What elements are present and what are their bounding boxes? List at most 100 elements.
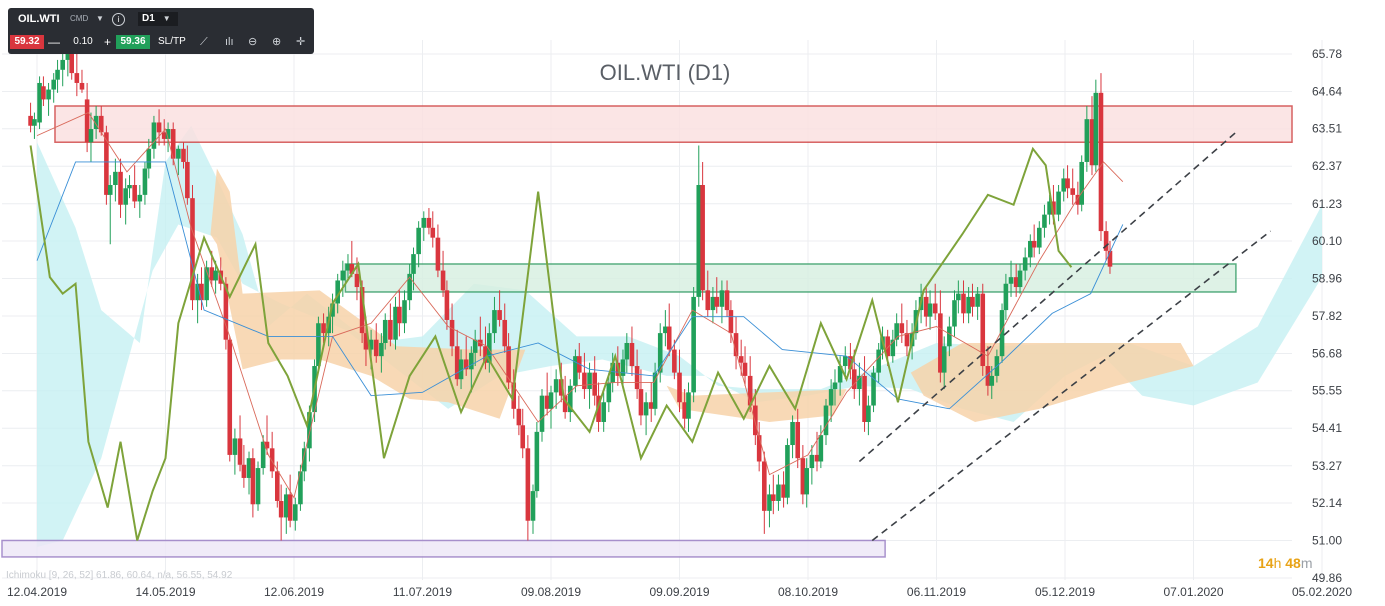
crosshair-icon[interactable]: ✛ [296,36,306,48]
candle-body [866,405,871,422]
candle-countdown: 14h 48m [1258,555,1313,571]
ichimoku-cloud [37,125,1322,548]
candle-body [530,491,536,521]
tenkan-line [36,112,1124,499]
candle-body [41,86,46,100]
candle-body [1013,277,1019,288]
candle-body [781,484,786,498]
candle-body [1084,119,1090,162]
y-tick-label: 65.78 [1312,47,1342,61]
candle-body [837,366,843,383]
candle-body [411,254,416,274]
candle-body [363,333,369,350]
zoom-in-icon[interactable]: ⊕ [272,36,282,48]
candle-body [952,300,957,327]
y-tick-label: 61.23 [1312,197,1342,211]
buy-button[interactable]: 59.36 [116,35,150,49]
candle-body [146,148,152,169]
candle-body [596,395,601,422]
x-tick-label: 12.06.2019 [264,585,324,599]
symbol-label[interactable]: OIL.WTI [18,13,60,25]
candle-body [553,379,559,393]
y-tick-label: 63.51 [1312,122,1342,136]
candle-body [137,194,143,202]
candle-body [705,290,711,311]
candle-body [989,375,995,386]
candle-body [46,89,51,100]
volume-decrease-button[interactable]: — [48,35,60,49]
volume-input[interactable]: 0.10 [73,36,93,47]
zoom-out-icon[interactable]: ⊖ [248,36,258,48]
candle-body [368,339,374,350]
candle-body [966,296,971,314]
candle-body [227,339,233,455]
candle-body [458,359,464,380]
candle-body [643,402,649,416]
candle-body [753,405,758,436]
y-tick-label: 51.00 [1312,533,1342,547]
candle-body [118,171,123,205]
countdown-hours: 14 [1258,555,1274,571]
candle-body [397,306,402,324]
toolbar-row-trade: 59.32 — 0.10 + 59.36 SL/TP ⟋ ılı ⊖ ⊕ ✛ [8,31,314,53]
candle-body [947,326,952,347]
trade-toolbar: OIL.WTI CMD ▼ i D1 ▼ 59.32 — 0.10 + 59.36… [8,8,314,54]
sell-button[interactable]: 59.32 [10,35,44,49]
candle-body [209,267,215,281]
x-tick-label: 12.04.2019 [7,585,67,599]
candle-body [795,421,801,459]
timeframe-label: D1 [142,13,155,24]
candle-body [255,468,261,505]
candle-body [79,82,85,90]
candle-body [237,438,243,465]
y-tick-label: 52.14 [1312,496,1342,510]
support-zone [344,263,1237,293]
candle-body [862,375,867,422]
candle-body [454,346,460,380]
candle-body [340,270,346,281]
candle-body [113,171,118,185]
info-icon[interactable]: i [112,13,125,26]
candle-body [848,356,853,370]
candle-body [492,310,497,334]
candle-body [407,273,412,301]
countdown-hours-unit: h [1273,555,1282,571]
y-tick-label: 55.55 [1312,384,1342,398]
candle-body [776,484,781,501]
candle-body [506,346,511,383]
candle-body [123,188,128,205]
timeframe-select[interactable]: D1 ▼ [138,12,178,26]
candle-body [127,185,132,189]
symbol-dropdown-icon[interactable]: ▼ [96,14,104,23]
volume-increase-button[interactable]: + [104,35,112,49]
candle-body [719,290,725,307]
candle-body [634,366,640,390]
candles-icon[interactable]: ılı [225,36,234,48]
candle-body [37,82,42,123]
line-chart-icon[interactable]: ⟋ [200,36,208,48]
candle-body [359,287,365,334]
candle-body [1065,178,1070,189]
candle-body [970,296,975,307]
candle-body [747,375,753,406]
sltp-button[interactable]: SL/TP [158,36,186,47]
candle-body [890,339,896,357]
category-label: CMD [70,14,89,23]
candle-body [851,369,857,390]
candle-body [416,227,421,255]
candle-body [562,395,568,413]
candle-body [961,293,966,314]
candle-body [269,448,275,472]
candle-body [292,504,298,521]
candle-body [956,293,961,301]
candle-body [1003,283,1009,311]
candle-body [213,270,218,281]
candle-body [573,356,578,386]
candle-body [525,448,531,521]
candle-body [1037,227,1042,248]
y-tick-label: 53.27 [1312,459,1342,473]
ichimoku-cloud-bear [210,168,526,419]
candle-body [426,217,432,228]
candle-body [74,73,80,83]
